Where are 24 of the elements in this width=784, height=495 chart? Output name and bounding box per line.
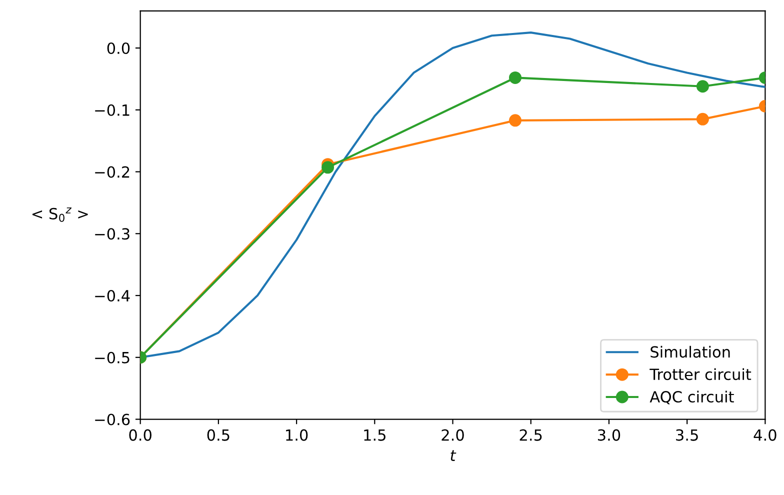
x-axis-title: t [450,450,456,461]
y-tick-label: −0.1 [95,104,130,116]
point [322,161,334,174]
x-tick-label: 4.0 [754,429,776,441]
y-tick-label: −0.3 [95,228,130,240]
y-tick-label: −0.2 [95,166,130,178]
y-tick-label: −0.6 [95,414,130,426]
x-tick-label: 3.5 [676,429,698,441]
y-tick-label: 0.0 [107,42,130,54]
point [508,71,522,84]
x-tick-label: 1.0 [286,429,308,441]
y-tick-label: −0.5 [95,352,130,364]
x-tick-label: 2.0 [442,429,464,441]
y-axis-title: < S$_{0}$$^{z}$ > [32,208,88,222]
x-tick-label: 0.0 [129,429,152,441]
legend-label: Trotter circuit [650,368,752,380]
y-tick-label: −0.4 [95,290,130,302]
legend-label: Simulation [650,346,730,358]
legend-label: AQC circuit [650,390,734,404]
point [508,114,522,127]
x-tick-label: 0.5 [207,429,230,441]
x-tick-label: 3.0 [598,429,620,441]
x-tick-label: 2.5 [520,429,542,441]
x-tick-label: 1.5 [364,429,386,441]
